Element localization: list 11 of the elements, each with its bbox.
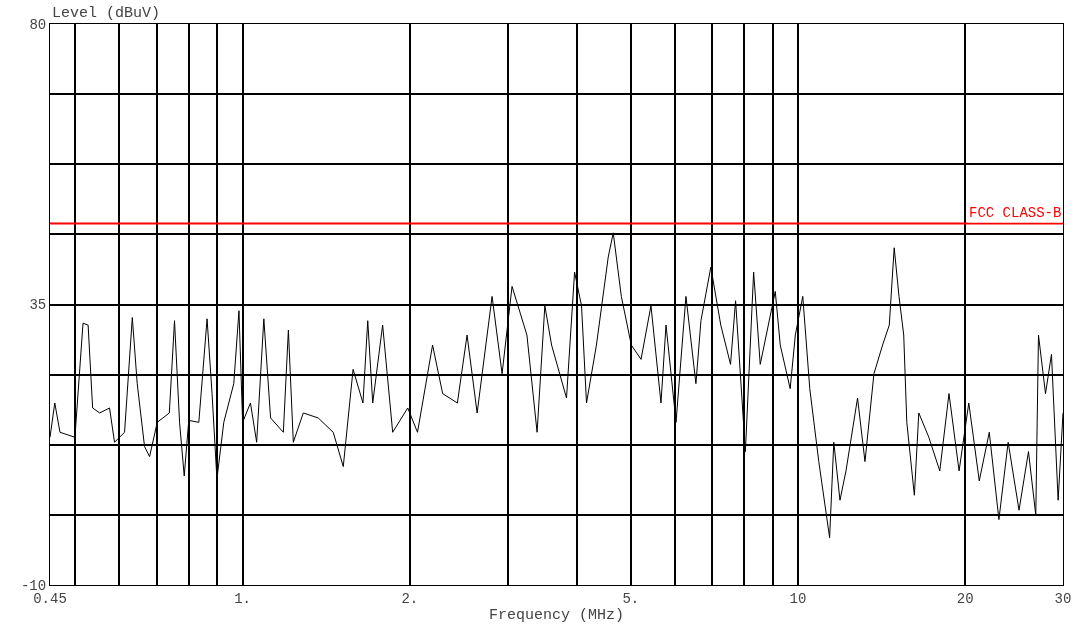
y-tick-label: 35: [29, 297, 47, 314]
x-tick-label: 2.: [401, 590, 419, 607]
x-tick-label: 5.: [622, 590, 640, 607]
x-tick-label: 1.: [234, 590, 252, 607]
x-axis-title: Frequency (MHz): [488, 606, 625, 624]
y-tick-label: 80: [29, 16, 47, 33]
x-tick-label: 10: [789, 590, 807, 607]
x-tick-label: 30: [1054, 590, 1072, 607]
y-axis-title: Level (dBuV): [52, 5, 161, 22]
ref-line-label: FCC CLASS-B: [969, 205, 1062, 221]
x-tick-label: 20: [956, 590, 974, 607]
